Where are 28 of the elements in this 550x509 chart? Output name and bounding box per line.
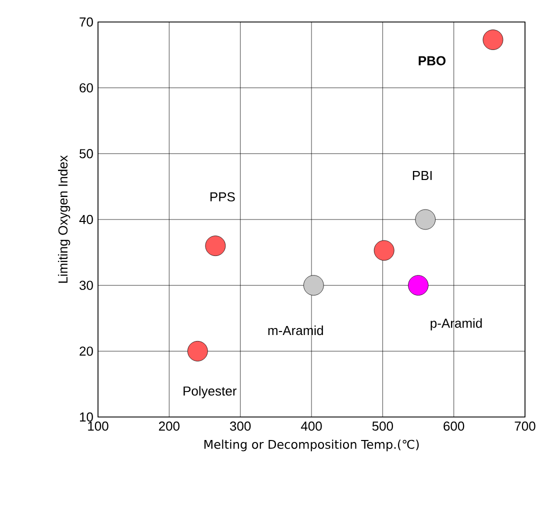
y-tick-label: 70 — [80, 17, 93, 27]
y-tick-label: 50 — [80, 149, 93, 158]
x-tick-label: 400 — [300, 422, 322, 431]
x-tick-label: 300 — [230, 422, 251, 431]
annotation: PBO — [418, 56, 446, 66]
annotation: Polyester — [184, 386, 237, 398]
x-tick-label: 700 — [514, 422, 536, 431]
y-tick-label: 10 — [80, 412, 93, 422]
point — [187, 340, 208, 362]
point — [303, 275, 324, 296]
point — [205, 236, 226, 256]
point — [415, 209, 436, 230]
annotation: PBI — [412, 171, 432, 180]
y-tick-label: 60 — [80, 83, 93, 92]
y-tick-label: 20 — [80, 346, 93, 356]
point — [374, 240, 394, 261]
annotation: m-Aramid — [268, 326, 323, 336]
point — [482, 30, 504, 50]
x-tick-label: 600 — [444, 422, 464, 431]
annotation: PPS — [210, 192, 235, 202]
x-tick-label: 100 — [88, 422, 108, 431]
x-axis-title: Melting or Decomposition Temp.(℃) — [204, 440, 419, 452]
y-axis-title: Limiting Oxygen Index — [58, 155, 70, 283]
x-tick-label: 200 — [158, 422, 180, 431]
x-tick-label: 500 — [372, 422, 393, 431]
point — [408, 275, 428, 296]
y-tick-label: 30 — [80, 280, 93, 290]
y-tick-label: 40 — [79, 214, 93, 224]
